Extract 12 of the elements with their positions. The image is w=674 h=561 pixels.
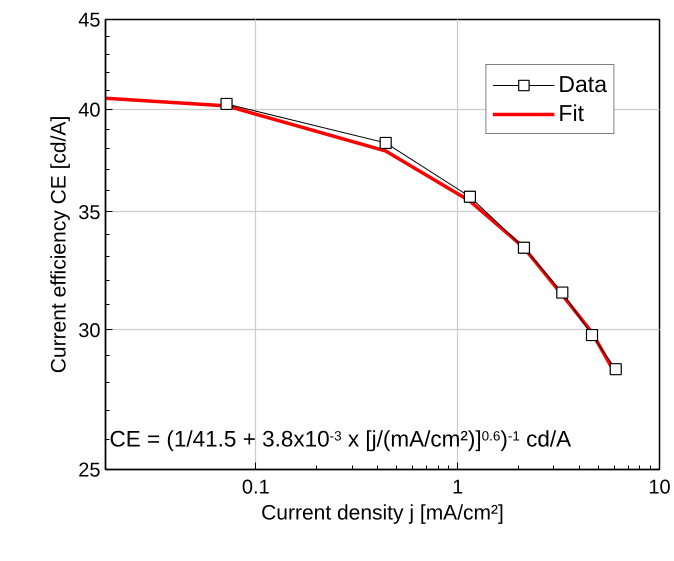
y-tick-label: 45 [78, 10, 101, 32]
x-tick-label: 0.1 [242, 476, 270, 498]
y-tick-label: 40 [78, 100, 101, 122]
y-tick-label: 25 [78, 460, 101, 482]
y-tick-label: 30 [78, 320, 101, 342]
x-axis-title: Current density j [mA/cm²] [261, 502, 504, 524]
y-axis-title: Current efficiency CE [cd/A] [47, 116, 70, 374]
legend-label: Fit [558, 100, 584, 127]
y-tick-label: 35 [78, 202, 101, 224]
x-tick-label: 10 [648, 476, 671, 498]
legend-label: Data [558, 71, 607, 98]
x-tick-label: 1 [452, 476, 464, 498]
